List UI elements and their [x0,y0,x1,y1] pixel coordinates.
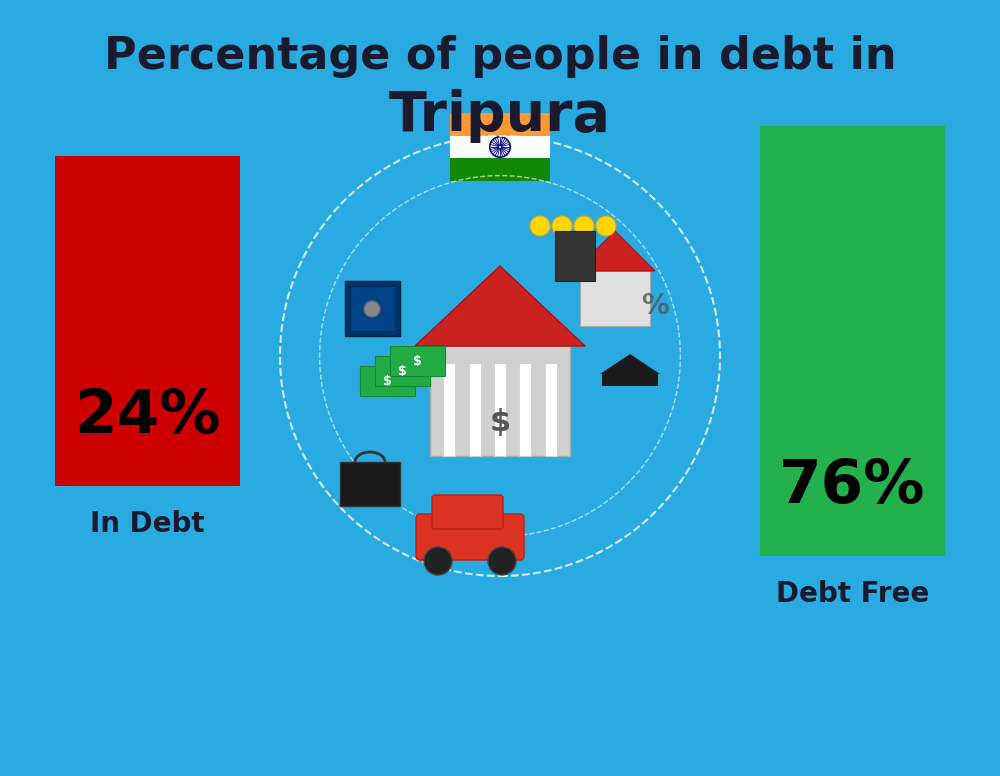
Text: Debt Free: Debt Free [776,580,929,608]
Circle shape [574,216,594,236]
Bar [519,362,531,456]
Bar [545,362,557,456]
Circle shape [364,301,380,317]
Bar [360,366,415,396]
Bar [345,281,400,336]
Bar [494,362,506,456]
Bar [430,346,570,456]
Circle shape [596,216,616,236]
Polygon shape [415,266,585,346]
FancyBboxPatch shape [432,495,503,529]
Bar [450,113,550,136]
Text: In Debt: In Debt [90,510,205,538]
Bar [555,231,595,281]
Bar [450,136,550,158]
Bar [340,462,400,506]
Bar [450,158,550,181]
Bar [760,126,945,556]
Bar [469,362,481,456]
Circle shape [552,216,572,236]
FancyBboxPatch shape [416,514,524,560]
Text: $: $ [413,355,421,368]
Text: Tripura: Tripura [389,89,611,143]
Bar [390,346,445,376]
Text: $: $ [398,365,406,377]
Bar [443,362,455,456]
Text: 76%: 76% [779,456,926,515]
Polygon shape [600,354,660,374]
Bar [55,156,240,486]
Text: 24%: 24% [74,386,221,445]
Circle shape [424,547,452,575]
Text: $: $ [383,375,391,387]
Bar [350,286,395,331]
Text: Percentage of people in debt in: Percentage of people in debt in [104,34,896,78]
Bar [375,356,430,386]
Text: $: $ [489,408,511,438]
Circle shape [530,216,550,236]
Polygon shape [575,231,655,271]
Bar [580,271,650,326]
Bar [602,374,658,386]
Text: %: % [641,292,669,320]
Circle shape [488,547,516,575]
